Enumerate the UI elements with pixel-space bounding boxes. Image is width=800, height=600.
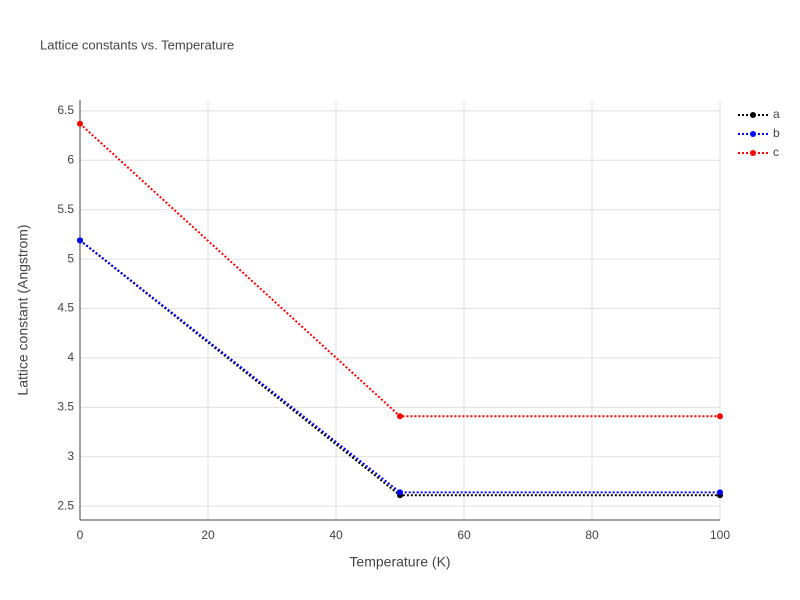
x-tick-label: 100 bbox=[710, 528, 730, 542]
y-tick-label: 2.5 bbox=[57, 498, 74, 512]
x-tick-label: 20 bbox=[201, 528, 215, 542]
y-tick-label: 5.5 bbox=[57, 202, 74, 216]
chart-title: Lattice constants vs. Temperature bbox=[40, 37, 234, 52]
data-point bbox=[717, 489, 723, 496]
y-axis-title: Lattice constant (Angstrom) bbox=[15, 224, 31, 395]
data-point bbox=[77, 237, 83, 244]
series-line bbox=[79, 122, 720, 418]
x-tick-label: 80 bbox=[585, 528, 599, 542]
legend-label: a bbox=[773, 107, 780, 121]
legend-marker bbox=[750, 150, 756, 156]
x-axis-title: Temperature (K) bbox=[349, 554, 450, 570]
x-tick-label: 40 bbox=[329, 528, 343, 542]
series-line bbox=[79, 239, 720, 494]
y-tick-label: 4.5 bbox=[57, 301, 74, 315]
legend-label: b bbox=[773, 126, 780, 140]
data-point bbox=[77, 120, 83, 127]
data-point bbox=[397, 489, 403, 496]
y-tick-label: 5 bbox=[67, 251, 74, 265]
y-tick-label: 3 bbox=[67, 449, 74, 463]
data-point bbox=[397, 413, 403, 420]
data-point bbox=[717, 413, 723, 420]
legend-label: c bbox=[773, 145, 779, 159]
legend-marker bbox=[750, 131, 756, 137]
y-tick-label: 6 bbox=[67, 152, 74, 166]
x-tick-label: 60 bbox=[457, 528, 471, 542]
legend-marker bbox=[750, 112, 756, 118]
y-tick-label: 4 bbox=[67, 350, 74, 364]
x-tick-label: 0 bbox=[77, 528, 84, 542]
y-tick-label: 6.5 bbox=[57, 103, 74, 117]
y-tick-label: 3.5 bbox=[57, 400, 74, 414]
